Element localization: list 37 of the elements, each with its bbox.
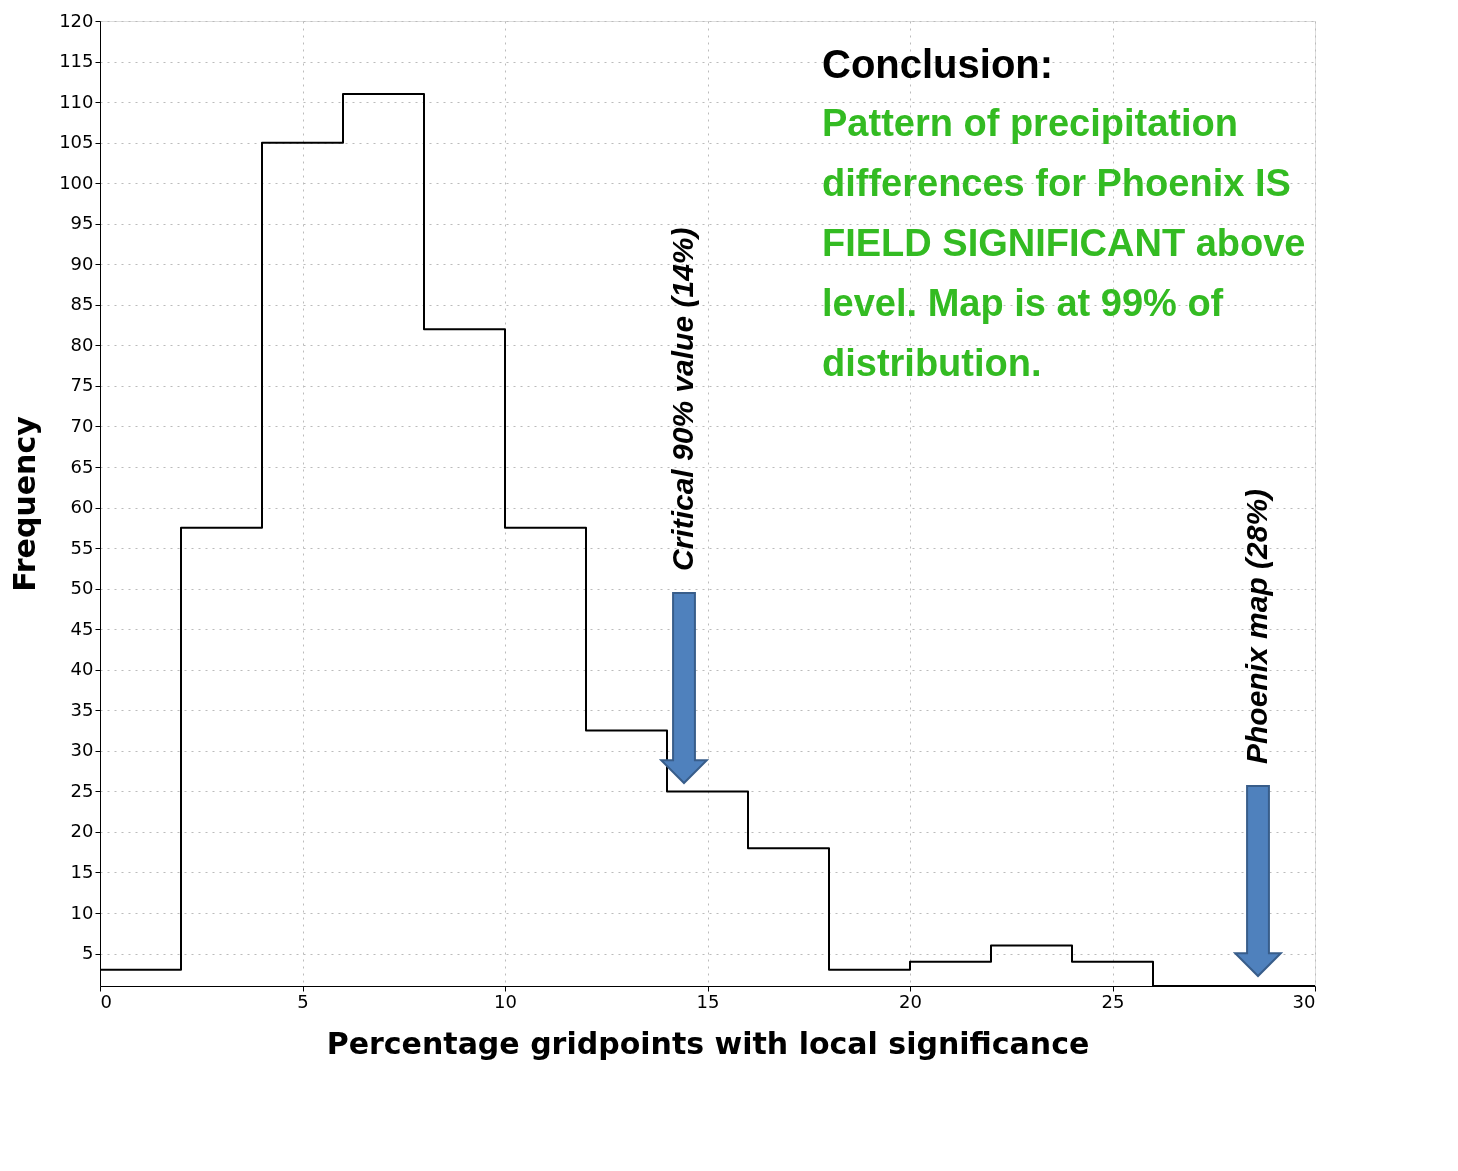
y-tick-label: 50 (70, 577, 94, 599)
y-tick-label: 95 (70, 212, 94, 234)
x-tick-label: 25 (1101, 990, 1125, 1012)
x-tick-label: 10 (494, 990, 517, 1012)
y-tick-label: 35 (70, 698, 94, 720)
y-tick-label: 55 (70, 536, 94, 558)
y-tick-label: 80 (70, 333, 94, 355)
y-tick-label: 45 (70, 617, 94, 639)
x-tick-label: 30 (1292, 990, 1316, 1012)
y-tick-label: 100 (59, 171, 94, 193)
y-tick-label: 65 (70, 455, 94, 477)
y-tick-label: 10 (70, 901, 94, 923)
y-tick-label: 40 (70, 658, 94, 680)
y-tick-label: 110 (59, 90, 94, 112)
y-tick-label: 15 (70, 860, 94, 882)
y-tick-label: 105 (59, 131, 94, 153)
y-tick-label: 120 (59, 9, 94, 31)
y-tick-label: 85 (70, 293, 94, 315)
y-axis-title: Frequency (7, 415, 43, 592)
y-tick-label: 75 (70, 374, 94, 396)
y-tick-label: 115 (59, 50, 94, 72)
y-tick-label: 70 (70, 414, 94, 436)
y-tick-label: 60 (70, 496, 94, 518)
y-tick-label: 5 (82, 942, 94, 964)
y-tick-label: 20 (70, 820, 94, 842)
x-tick-label: 15 (696, 990, 720, 1012)
x-tick-label: 0 (100, 990, 112, 1012)
y-tick-label: 25 (70, 779, 94, 801)
y-tick-label: 90 (70, 252, 94, 274)
annotation: Critical 90% value (14%) (666, 227, 699, 571)
y-tick-label: 30 (70, 739, 94, 761)
annotation: Conclusion: (822, 42, 1054, 86)
annotation: Phoenix map (28%) (1240, 488, 1273, 764)
x-tick-label: 5 (297, 990, 309, 1012)
x-axis-title: Percentage gridpoints with local significance (326, 1025, 1090, 1061)
x-tick-label: 20 (899, 990, 922, 1012)
annotation: Pattern of precipitation differences for Phoenix IS FIELD SIGNIFICANT above level. Map is at 99% of distribution. (822, 102, 1306, 384)
